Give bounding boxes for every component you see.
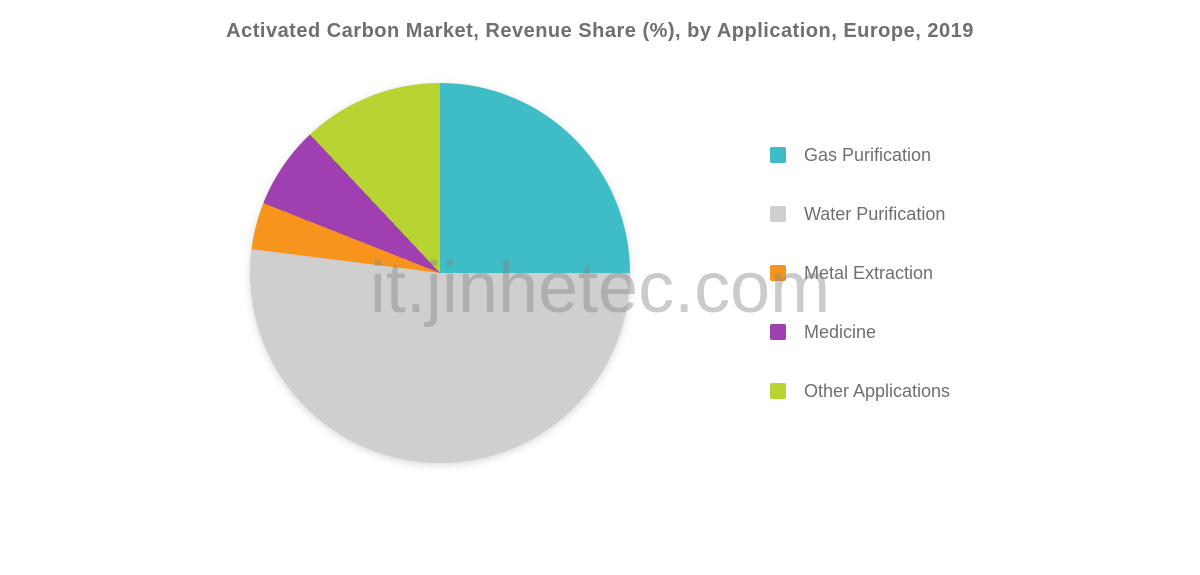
- chart-title: Activated Carbon Market, Revenue Share (…: [0, 0, 1200, 43]
- legend-label: Other Applications: [804, 381, 950, 402]
- legend-label: Water Purification: [804, 204, 945, 225]
- legend-item: Water Purification: [770, 204, 950, 225]
- chart-area: Gas Purification Water Purification Metal …: [0, 83, 1200, 463]
- legend-item: Metal Extraction: [770, 263, 950, 284]
- legend-swatch: [770, 147, 786, 163]
- legend-swatch: [770, 265, 786, 281]
- legend-item: Gas Purification: [770, 145, 950, 166]
- legend: Gas Purification Water Purification Metal …: [770, 145, 950, 402]
- pie-chart: [250, 83, 630, 463]
- legend-label: Metal Extraction: [804, 263, 933, 284]
- legend-label: Medicine: [804, 322, 876, 343]
- legend-label: Gas Purification: [804, 145, 931, 166]
- legend-swatch: [770, 324, 786, 340]
- legend-swatch: [770, 206, 786, 222]
- legend-swatch: [770, 383, 786, 399]
- legend-item: Medicine: [770, 322, 950, 343]
- legend-item: Other Applications: [770, 381, 950, 402]
